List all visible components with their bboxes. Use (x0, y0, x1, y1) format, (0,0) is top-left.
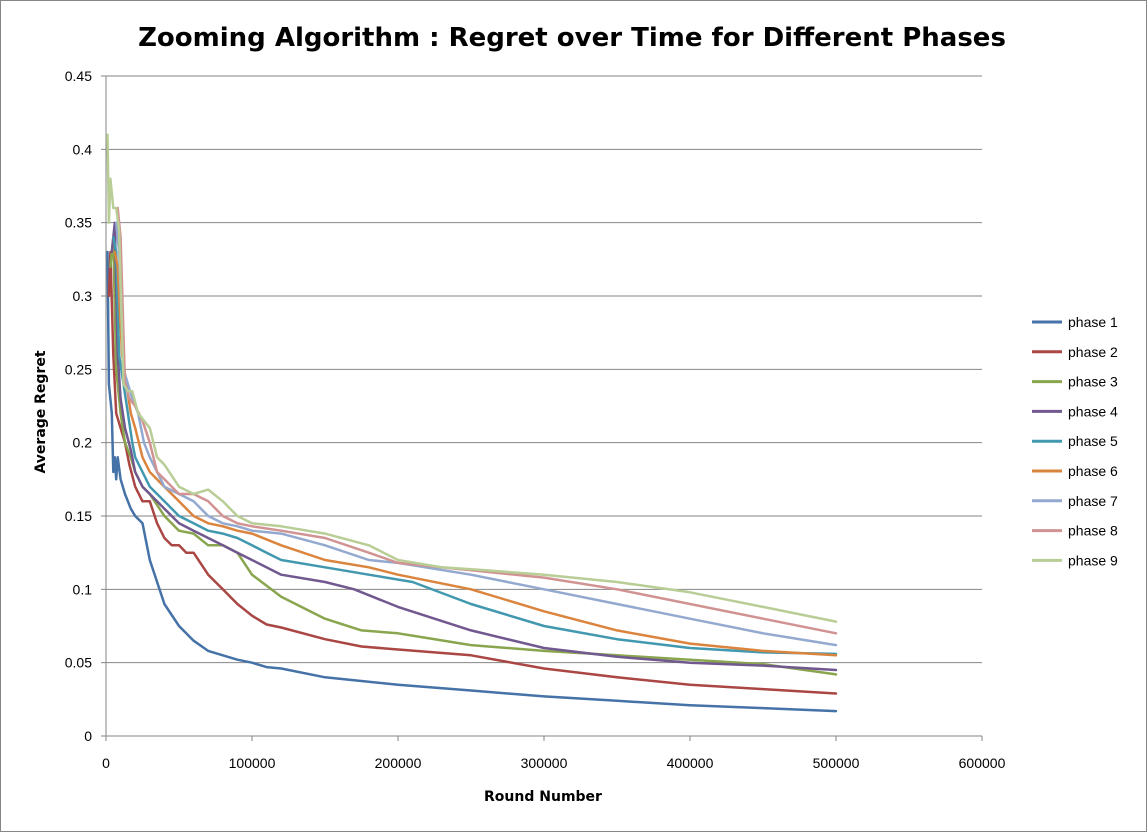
x-tick-label: 200000 (375, 755, 422, 771)
series-line-1 (106, 250, 838, 713)
legend-entry: phase 8 (1068, 523, 1118, 539)
y-tick-label: 0.25 (65, 361, 92, 377)
series-line-3 (109, 236, 838, 676)
series-line-5 (112, 236, 838, 656)
chart-title: Zooming Algorithm : Regret over Time for… (138, 23, 1006, 53)
y-tick-label: 0.1 (73, 581, 93, 597)
x-axis-ticks: 0 100000 200000 300000 400000 500000 600000 (102, 736, 1006, 771)
y-tick-label: 0.3 (73, 288, 93, 304)
legend: phase 1 phase 2 phase 3 phase 4 phase 5 phase… (1032, 314, 1118, 568)
x-tick-label: 400000 (667, 755, 714, 771)
y-tick-label: 0.15 (65, 508, 92, 524)
x-tick-label: 0 (102, 755, 110, 771)
axes (105, 76, 982, 737)
series-line-4 (110, 221, 838, 672)
series-line-7 (114, 221, 838, 647)
legend-entry: phase 2 (1068, 344, 1118, 360)
legend-entry: phase 3 (1068, 374, 1118, 390)
series-line-9 (106, 133, 838, 623)
legend-entry: phase 9 (1068, 552, 1118, 568)
y-tick-label: 0.35 (65, 215, 92, 231)
y-tick-label: 0.2 (73, 435, 93, 451)
series-line-6 (113, 250, 838, 657)
x-axis-title: Round Number (484, 789, 602, 805)
series-lines (106, 133, 838, 713)
legend-entry: phase 5 (1068, 433, 1118, 449)
y-tick-label: 0.4 (73, 141, 93, 157)
x-tick-label: 500000 (813, 755, 860, 771)
legend-entry: phase 4 (1068, 403, 1118, 419)
x-tick-label: 100000 (229, 755, 276, 771)
legend-entry: phase 6 (1068, 463, 1118, 479)
y-axis-ticks: 0 0.05 0.1 0.15 0.2 0.25 0.3 0.35 0.4 0.45 (65, 68, 106, 744)
x-tick-label: 600000 (959, 755, 1006, 771)
legend-entry: phase 1 (1068, 314, 1118, 330)
y-tick-label: 0.05 (65, 655, 92, 671)
y-tick-label: 0.45 (65, 68, 92, 84)
y-tick-label: 0 (84, 728, 92, 744)
x-tick-label: 300000 (521, 755, 568, 771)
legend-entry: phase 7 (1068, 493, 1118, 509)
y-axis-title: Average Regret (33, 350, 49, 473)
